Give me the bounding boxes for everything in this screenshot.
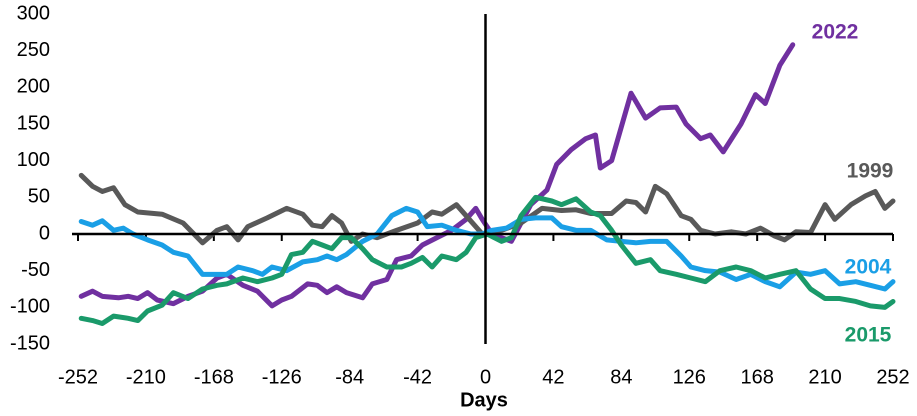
x-tick-label: -42 [403, 366, 432, 388]
y-tick-label: 250 [17, 39, 50, 61]
x-tick-label: 252 [876, 366, 909, 388]
x-tick-label: 210 [808, 366, 841, 388]
x-tick-label: 84 [610, 366, 632, 388]
x-tick-label: 0 [480, 366, 491, 388]
y-tick-label: 100 [17, 149, 50, 171]
series-label: 2022 [812, 21, 859, 44]
series-line [78, 194, 896, 326]
x-tick-label: -210 [126, 366, 166, 388]
y-tick-label: -150 [10, 332, 50, 354]
x-tick-label: 126 [673, 366, 706, 388]
x-tick-label: -168 [194, 366, 234, 388]
y-tick-label: 0 [39, 222, 50, 244]
y-tick-label: 50 [28, 186, 50, 208]
x-tick-label: -84 [335, 366, 364, 388]
y-tick-label: 200 [17, 76, 50, 98]
y-tick-label: 300 [17, 2, 50, 24]
x-tick-label: -252 [58, 366, 98, 388]
x-axis-label: Days [460, 389, 508, 411]
series-label: 2004 [845, 256, 892, 279]
series-label: 2015 [845, 324, 892, 347]
x-tick-label: 168 [740, 366, 773, 388]
series-line [78, 42, 796, 309]
series-label: 1999 [847, 160, 894, 183]
series-line [78, 205, 896, 292]
y-tick-label: -50 [21, 259, 50, 281]
y-tick-label: -100 [10, 296, 50, 318]
y-tick-label: 150 [17, 112, 50, 134]
x-tick-label: -126 [262, 366, 302, 388]
x-tick-label: 42 [542, 366, 564, 388]
